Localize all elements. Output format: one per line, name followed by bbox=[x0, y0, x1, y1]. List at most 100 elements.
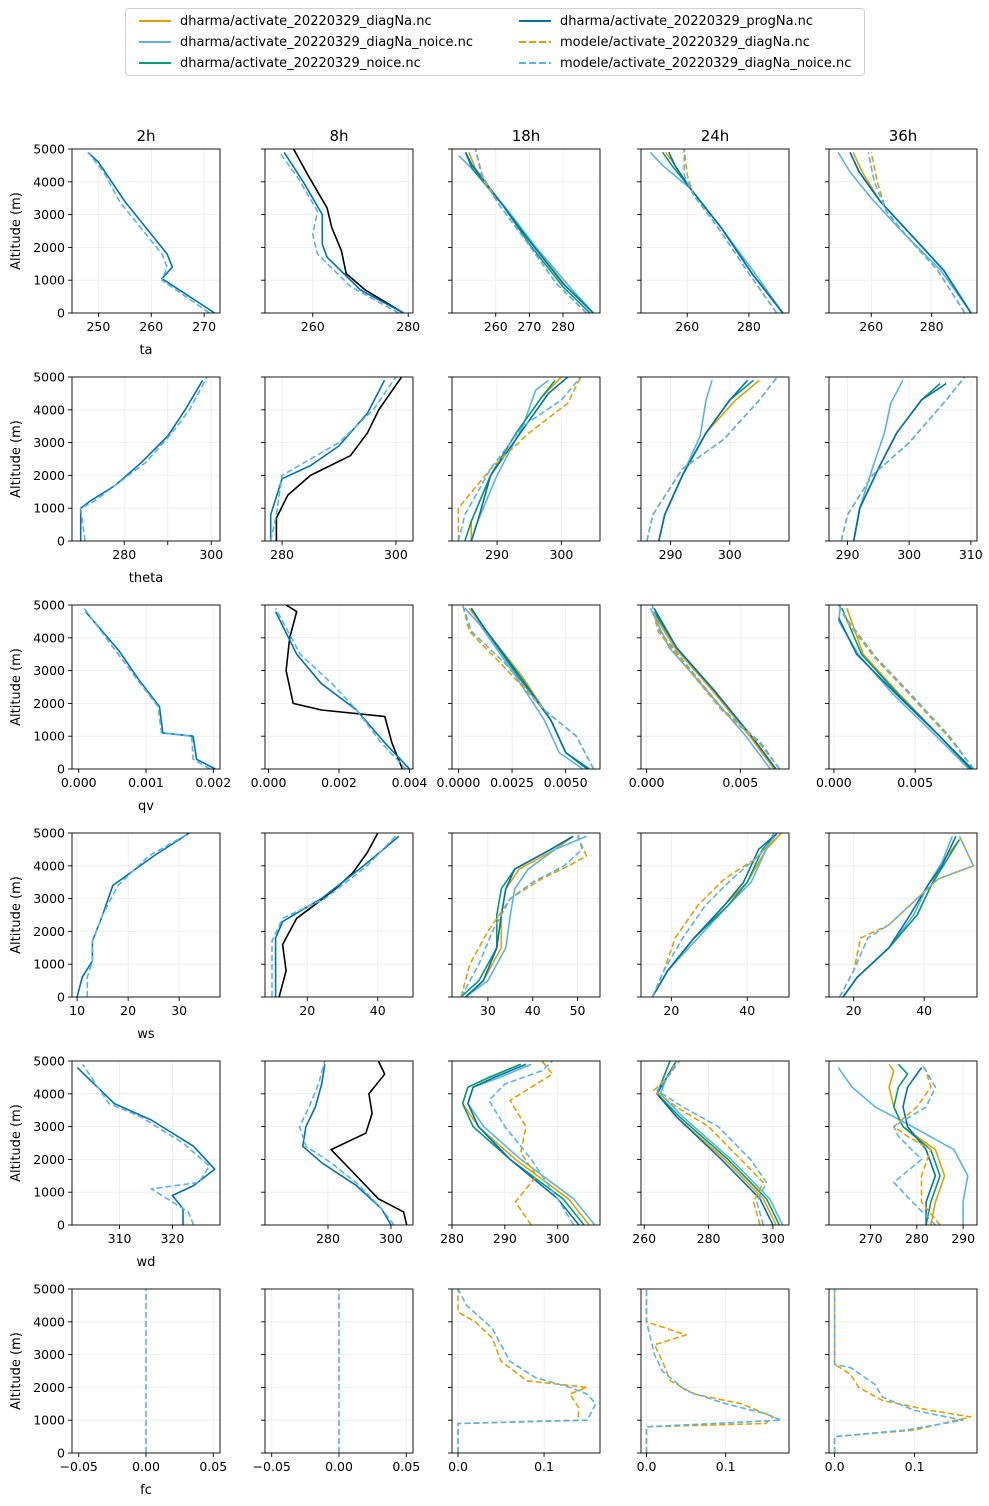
panel-ws-2h: 0 1000 2000 3000 4000 5000 10 20 30 bbox=[33, 826, 221, 1018]
legend-label: modele/activate_20220329_diagNa.nc bbox=[560, 34, 810, 50]
series-line bbox=[837, 151, 972, 313]
series-line bbox=[833, 1289, 964, 1453]
series-line bbox=[464, 151, 594, 313]
column-title: 2h bbox=[136, 127, 155, 145]
y-tick-label: 4000 bbox=[33, 858, 65, 873]
x-tick-label: 260 bbox=[675, 319, 699, 334]
x-tick-label: 280 bbox=[905, 1231, 929, 1246]
legend-entry: modele/activate_20220329_diagNa_noice.nc bbox=[518, 54, 851, 72]
y-axis-label: Altitude (m) bbox=[9, 648, 24, 726]
legend-line-swatch bbox=[519, 62, 551, 64]
y-tick-label: 2000 bbox=[33, 1380, 65, 1395]
series-line bbox=[841, 607, 972, 769]
x-tick-label: 30 bbox=[480, 1003, 496, 1018]
y-tick-label: 1000 bbox=[33, 1185, 65, 1200]
y-tick-label: 2000 bbox=[33, 468, 65, 483]
y-tick-label: 4000 bbox=[33, 402, 65, 417]
x-tick-label: 310 bbox=[959, 547, 983, 562]
legend-label: dharma/activate_20220329_progNa.nc bbox=[560, 13, 814, 29]
x-tick-label: 290 bbox=[493, 1231, 517, 1246]
series-line bbox=[646, 377, 778, 541]
series-line bbox=[274, 607, 407, 769]
series-line bbox=[837, 1067, 969, 1225]
x-tick-label: 320 bbox=[160, 1231, 184, 1246]
series-line bbox=[656, 1061, 777, 1225]
axes-frame bbox=[828, 1288, 978, 1454]
series-line bbox=[86, 833, 190, 997]
x-tick-label: 0.0 bbox=[825, 1459, 845, 1474]
x-tick-label: 0.0000 bbox=[437, 775, 481, 790]
column-title: 24h bbox=[701, 127, 730, 145]
series-line bbox=[658, 379, 749, 541]
panel-theta-8h: 280 300 bbox=[261, 376, 414, 562]
panel-ws-24h: 20 40 bbox=[637, 832, 790, 1018]
x-tick-label: 270 bbox=[859, 1231, 883, 1246]
series-line bbox=[464, 607, 584, 769]
x-tick-label: 310 bbox=[108, 1231, 132, 1246]
x-axis-label: qv bbox=[138, 799, 154, 814]
x-axis-label: ws bbox=[137, 1027, 155, 1042]
x-axis-label: wd bbox=[137, 1255, 156, 1270]
panel-ta-36h: 260 280 bbox=[825, 148, 978, 334]
series-line bbox=[902, 1067, 937, 1225]
legend-entry: dharma/activate_20220329_diagNa_noice.nc bbox=[138, 33, 473, 51]
axes-frame bbox=[451, 376, 601, 542]
x-tick-label: 300 bbox=[384, 547, 408, 562]
series-line bbox=[474, 149, 588, 313]
x-tick-label: 260 bbox=[484, 319, 508, 334]
axes-frame bbox=[71, 148, 221, 314]
x-tick-label: 40 bbox=[916, 1003, 932, 1018]
series-line bbox=[465, 835, 587, 997]
series-line bbox=[278, 151, 400, 313]
x-tick-label: 260 bbox=[859, 319, 883, 334]
axes-frame bbox=[71, 1060, 221, 1226]
series-line bbox=[893, 1063, 941, 1225]
series-line bbox=[457, 377, 582, 541]
x-tick-label: 0.000 bbox=[629, 775, 665, 790]
series-line bbox=[470, 607, 590, 769]
y-tick-label: 4000 bbox=[33, 630, 65, 645]
y-tick-label: 0 bbox=[57, 1446, 65, 1461]
x-tick-label: 0.0 bbox=[448, 1459, 468, 1474]
axes-frame bbox=[264, 832, 414, 998]
series-line bbox=[292, 149, 404, 313]
series-line bbox=[838, 617, 973, 769]
series-line bbox=[852, 379, 904, 541]
panel-ws-18h: 30 40 50 bbox=[448, 832, 601, 1018]
x-tick-label: 260 bbox=[301, 319, 325, 334]
series-line bbox=[467, 1063, 596, 1225]
legend-line-swatch bbox=[139, 20, 171, 22]
x-tick-label: 0.1 bbox=[534, 1459, 554, 1474]
x-tick-label: 10 bbox=[69, 1003, 85, 1018]
y-tick-label: 3000 bbox=[33, 207, 65, 222]
series-line bbox=[76, 1067, 216, 1225]
x-axis-label: fc bbox=[140, 1483, 152, 1498]
axes-frame bbox=[264, 148, 414, 314]
axes-frame bbox=[828, 604, 978, 770]
y-tick-label: 3000 bbox=[33, 435, 65, 450]
legend-label: dharma/activate_20220329_noice.nc bbox=[180, 55, 421, 71]
series-line bbox=[460, 835, 588, 997]
series-line bbox=[651, 833, 779, 997]
y-axis-label: Altitude (m) bbox=[9, 876, 24, 954]
panel-fc-2h: 0 1000 2000 3000 4000 5000 −0.05 0.00 0.05 bbox=[33, 1282, 227, 1475]
panel-fc-36h: 0.0 0.1 bbox=[825, 1288, 978, 1474]
x-tick-label: 280 bbox=[396, 319, 420, 334]
y-tick-label: 1000 bbox=[33, 957, 65, 972]
series-line bbox=[458, 155, 594, 313]
x-tick-label: 300 bbox=[379, 1231, 403, 1246]
x-tick-label: 300 bbox=[761, 1231, 785, 1246]
y-tick-label: 1000 bbox=[33, 273, 65, 288]
series-line bbox=[271, 835, 396, 997]
x-tick-label: 0.00 bbox=[132, 1459, 160, 1474]
x-tick-label: 250 bbox=[86, 319, 110, 334]
x-tick-label: 280 bbox=[920, 319, 944, 334]
x-tick-label: 20 bbox=[299, 1003, 315, 1018]
series-line bbox=[464, 835, 574, 997]
series-line bbox=[457, 377, 582, 541]
series-line bbox=[849, 151, 972, 313]
legend-line-swatch bbox=[139, 41, 171, 43]
y-tick-label: 0 bbox=[57, 1218, 65, 1233]
series-line bbox=[849, 151, 972, 313]
x-tick-label: 0.001 bbox=[128, 775, 164, 790]
